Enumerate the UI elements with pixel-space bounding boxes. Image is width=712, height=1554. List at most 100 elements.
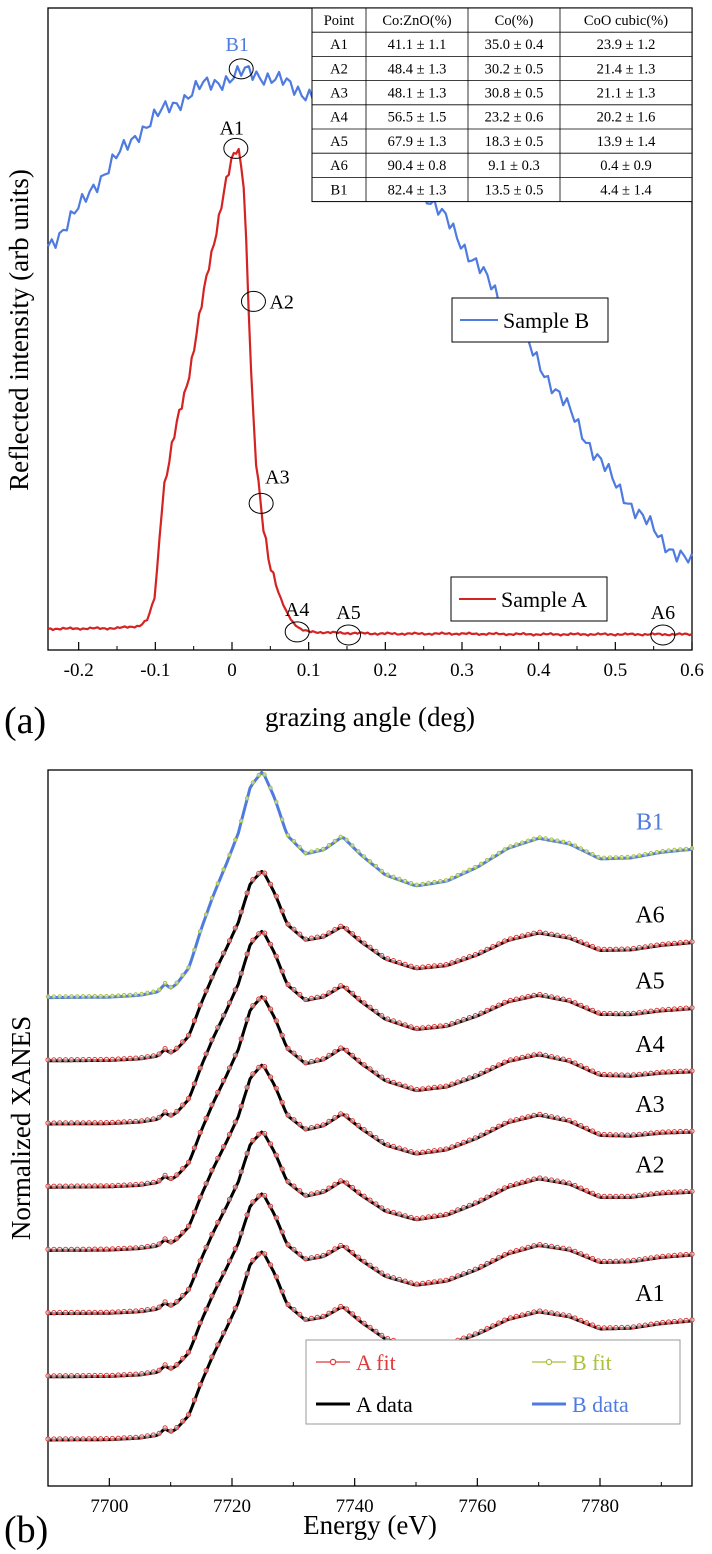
- fit-marker: [572, 1182, 578, 1189]
- fit-marker: [402, 1083, 408, 1089]
- fit-marker: [478, 1070, 484, 1076]
- fit-marker: [156, 1304, 162, 1310]
- fit-marker: [484, 1067, 490, 1074]
- fit-marker: [636, 1323, 642, 1329]
- fit-marker: [660, 849, 665, 854]
- fit-marker: [244, 951, 250, 957]
- fit-marker: [320, 993, 326, 999]
- fit-marker: [273, 1274, 279, 1280]
- fit-marker: [256, 1251, 262, 1257]
- fit-marker: [607, 1258, 613, 1264]
- fit-marker: [496, 1123, 502, 1129]
- fit-marker: [601, 1325, 607, 1331]
- fit-marker: [625, 1193, 631, 1200]
- fit-marker: [197, 1381, 203, 1388]
- fit-marker: [349, 990, 355, 996]
- panel-a-x-tick-label-7: 0.5: [603, 660, 627, 681]
- fit-marker: [63, 1057, 69, 1063]
- fit-marker: [379, 1013, 385, 1019]
- fit-marker: [144, 1307, 151, 1313]
- fit-marker: [397, 876, 402, 882]
- fit-marker: [279, 968, 285, 974]
- fit-marker: [215, 1024, 221, 1031]
- fit-marker: [408, 1149, 414, 1155]
- fit-marker: [63, 1183, 69, 1189]
- fit-marker: [642, 1009, 648, 1015]
- fit-marker: [431, 1024, 437, 1030]
- fit-marker: [549, 837, 554, 842]
- fit-marker: [385, 1208, 391, 1214]
- panel-b-xanes-chart: 7700 7720 7740 7760 7780 A1 A2 A3 A4 A5 A6 B1 A fi…: [4, 769, 695, 1551]
- fit-marker: [525, 1114, 531, 1120]
- fit-marker: [103, 1120, 110, 1126]
- fit-marker: [431, 1148, 437, 1154]
- table-cell: 41.1 ± 1.1: [388, 37, 447, 53]
- fit-marker: [666, 1253, 672, 1259]
- fit-marker: [203, 1180, 209, 1187]
- fit-marker: [168, 1239, 174, 1245]
- fit-marker: [209, 896, 215, 901]
- fit-marker: [98, 1246, 104, 1252]
- fit-marker: [332, 1246, 338, 1252]
- fit-marker: [273, 893, 279, 899]
- fit-marker: [303, 850, 308, 856]
- fit-marker: [244, 1270, 250, 1277]
- fit-marker: [666, 1129, 672, 1135]
- fit-marker: [226, 1000, 233, 1006]
- fit-marker: [431, 1213, 437, 1219]
- fit-marker: [314, 994, 320, 1000]
- annotation-label-a2: A2: [269, 291, 293, 313]
- fit-marker: [121, 1182, 127, 1188]
- fit-marker: [396, 1211, 402, 1217]
- fit-marker: [144, 1054, 151, 1060]
- fit-marker: [677, 1189, 683, 1195]
- fit-marker: [555, 838, 560, 843]
- fit-marker: [431, 1084, 437, 1091]
- fit-marker: [221, 1144, 227, 1150]
- fit-marker: [226, 1065, 233, 1071]
- panel-b-x-tick-label-0: 7700: [90, 1496, 128, 1517]
- fit-marker: [285, 1045, 291, 1052]
- annotation-marker-b1: [228, 58, 254, 80]
- fit-marker: [320, 1252, 326, 1259]
- fit-marker: [51, 1183, 57, 1189]
- fit-marker: [145, 990, 150, 995]
- panel-b-legend: A fit B fit A data B data: [305, 1339, 681, 1425]
- fit-marker: [121, 1308, 127, 1315]
- fit-marker: [191, 1081, 197, 1087]
- fit-marker: [595, 1131, 601, 1137]
- fit-marker: [308, 1255, 315, 1261]
- fit-marker: [127, 1371, 133, 1378]
- fit-marker: [637, 853, 642, 858]
- fit-marker: [648, 1070, 654, 1076]
- fit-marker: [75, 994, 80, 999]
- fit-marker: [338, 834, 343, 839]
- fit-marker: [414, 1281, 420, 1287]
- curve-label-a1: A1: [635, 1281, 664, 1307]
- curve-label-b1: B1: [636, 809, 664, 835]
- fit-marker: [484, 1326, 490, 1332]
- fit-marker: [150, 1369, 156, 1375]
- fit-marker: [320, 933, 326, 939]
- fit-marker: [478, 1010, 484, 1016]
- fit-marker: [689, 1251, 695, 1257]
- fit-marker: [361, 1062, 367, 1068]
- fit-marker: [103, 1309, 110, 1315]
- fit-marker: [174, 1362, 180, 1368]
- curve-label-a6: A6: [635, 903, 664, 929]
- fit-marker: [156, 1430, 162, 1436]
- table-cell: 90.4 ± 0.8: [388, 158, 447, 174]
- fit-marker: [308, 1125, 315, 1131]
- fit-marker: [420, 881, 425, 887]
- fit-marker: [636, 1257, 642, 1263]
- fit-marker: [297, 1121, 303, 1127]
- fit-marker: [326, 930, 332, 936]
- fit-marker: [98, 1436, 104, 1442]
- fit-marker: [127, 1435, 133, 1441]
- fit-marker: [361, 1320, 367, 1326]
- fit-marker: [226, 1131, 233, 1138]
- fit-marker: [86, 1056, 92, 1063]
- fit-marker: [625, 1011, 631, 1017]
- fit-marker: [320, 1122, 326, 1128]
- fit-marker: [361, 1193, 367, 1199]
